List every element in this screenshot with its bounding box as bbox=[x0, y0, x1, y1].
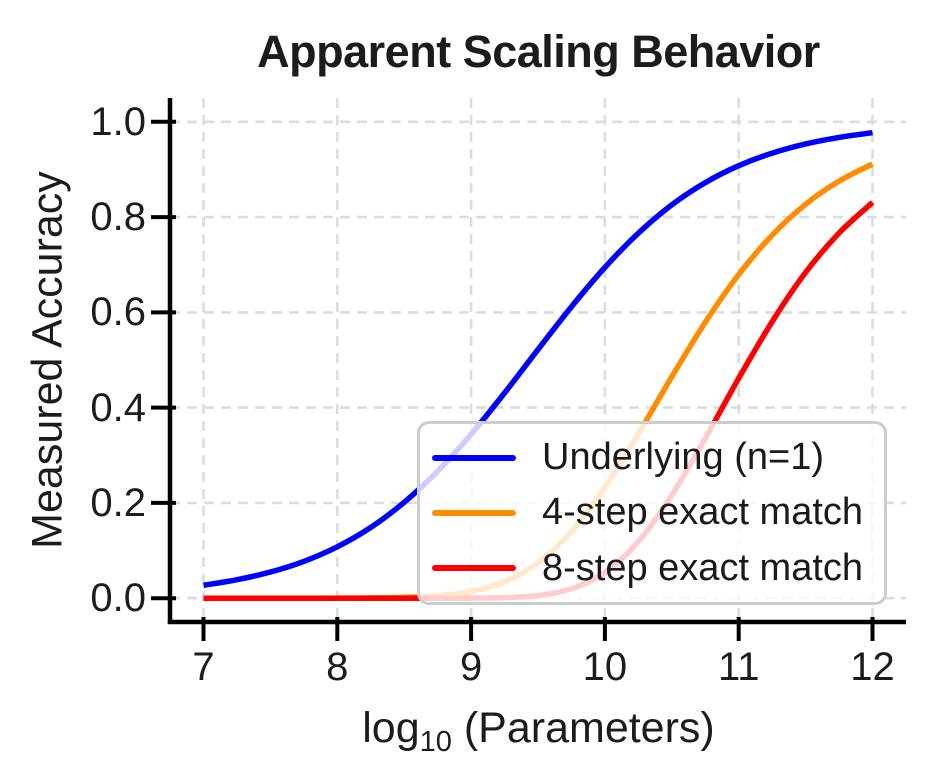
legend-row: 8-step exact match bbox=[432, 547, 884, 590]
x-tick-label: 10 bbox=[582, 645, 628, 689]
legend-label: Underlying (n=1) bbox=[542, 436, 824, 479]
legend-swatch-line bbox=[432, 565, 516, 572]
chart-title: Apparent Scaling Behavior bbox=[257, 26, 820, 77]
y-tick-label: 0.8 bbox=[90, 195, 146, 240]
x-tick-label: 9 bbox=[459, 645, 483, 689]
legend-swatch-line bbox=[432, 454, 516, 461]
legend-swatch-line bbox=[432, 509, 516, 516]
x-tick-label: 12 bbox=[850, 645, 895, 689]
y-tick-label: 1.0 bbox=[90, 99, 146, 144]
x-axis-label-post: (Parameters) bbox=[451, 704, 715, 752]
x-tick-label: 7 bbox=[192, 645, 215, 689]
y-tick-label: 0.2 bbox=[90, 480, 146, 525]
legend-row: 4-step exact match bbox=[432, 491, 884, 534]
x-axis-label-pre: log bbox=[362, 704, 420, 752]
x-axis-label-subscript: 10 bbox=[419, 726, 452, 758]
legend-row: Underlying (n=1) bbox=[432, 436, 884, 479]
legend-label: 4-step exact match bbox=[542, 491, 864, 534]
x-tick-label: 11 bbox=[717, 645, 760, 689]
legend: Underlying (n=1) 4-step exact match 8-step… bbox=[417, 421, 887, 605]
y-tick-label: 0.0 bbox=[90, 576, 146, 621]
y-tick-label: 0.6 bbox=[90, 290, 146, 335]
x-tick-label: 8 bbox=[326, 645, 349, 689]
legend-label: 8-step exact match bbox=[542, 546, 864, 589]
y-tick-label: 0.4 bbox=[90, 385, 146, 430]
x-axis-label: log10 (Parameters) bbox=[170, 704, 907, 758]
